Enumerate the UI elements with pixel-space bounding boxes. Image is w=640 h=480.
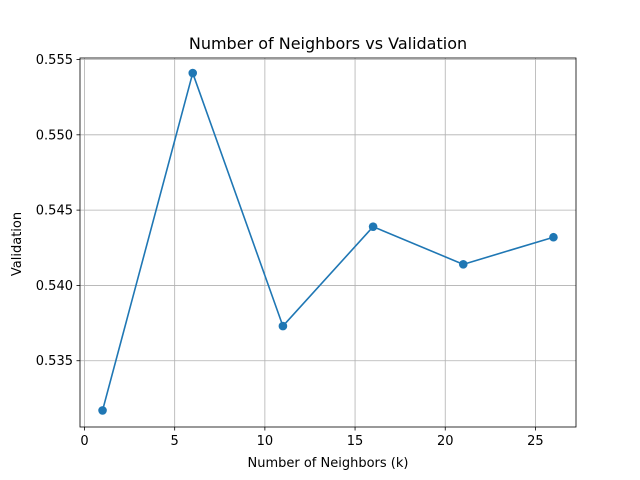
- x-tick-label: 20: [437, 434, 454, 449]
- y-tick-label: 0.545: [36, 204, 73, 219]
- x-tick-label: 15: [347, 434, 364, 449]
- chart-title: Number of Neighbors vs Validation: [189, 34, 467, 53]
- y-tick-label: 0.550: [36, 128, 73, 143]
- grid: [80, 58, 576, 427]
- x-axis-label: Number of Neighbors (k): [248, 456, 409, 471]
- data-point: [549, 232, 558, 242]
- plot-frame: [79, 57, 577, 428]
- data-point: [458, 260, 468, 269]
- x-tick-label: 25: [527, 434, 544, 449]
- x-tick-label: 5: [171, 434, 179, 449]
- ticks: 0 5 10 15 20 25 0.535 0.540 0.545 0.550 0.555: [36, 53, 544, 449]
- y-tick-label: 0.535: [36, 354, 73, 369]
- x-tick-label: 10: [257, 434, 274, 449]
- y-axis-label: Validation: [10, 212, 25, 276]
- x-tick-label: 0: [80, 434, 88, 449]
- data-point: [188, 68, 198, 78]
- series: [98, 68, 558, 415]
- data-point: [98, 406, 107, 415]
- y-tick-label: 0.555: [36, 53, 73, 68]
- data-point: [368, 222, 378, 231]
- series-line: [101, 72, 554, 411]
- data-point: [278, 321, 288, 331]
- y-tick-label: 0.540: [36, 279, 73, 294]
